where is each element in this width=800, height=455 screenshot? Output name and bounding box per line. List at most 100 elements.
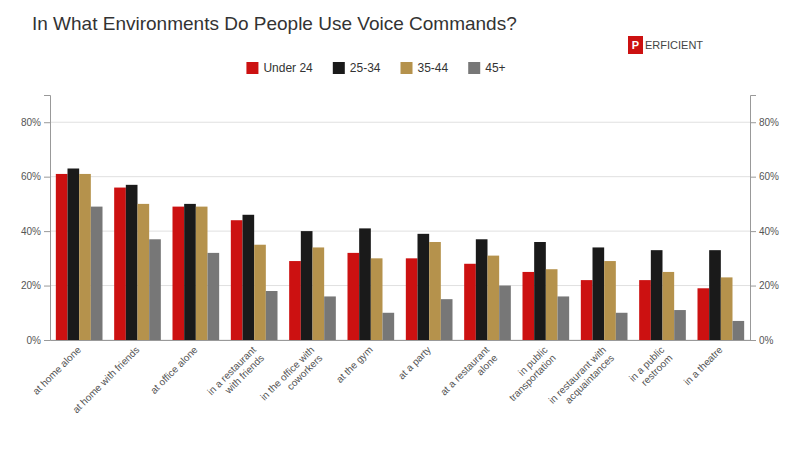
axis-line — [51, 340, 751, 341]
legend-swatch — [246, 62, 258, 74]
bar — [476, 239, 488, 340]
tick: in a theatre — [682, 344, 725, 387]
tick: at a restaurantalone — [438, 344, 500, 406]
legend-label: Under 24 — [263, 61, 313, 75]
logo-box — [628, 36, 643, 54]
y-axis: 0% 20% 40% 60% 80% — [21, 96, 51, 346]
tick-label: 60% — [759, 171, 779, 182]
chart: 0%20%40%60%80%0%20%40%60%80%at home alon… — [0, 0, 800, 455]
tick-mark — [750, 340, 756, 341]
bar — [359, 228, 371, 340]
bar — [231, 220, 243, 340]
tick-label: 60% — [21, 171, 41, 182]
tick: at home with friends — [70, 344, 141, 415]
tick: 80% — [21, 117, 50, 128]
bar — [266, 291, 278, 340]
tick: at the gym — [334, 344, 375, 385]
bar — [243, 215, 255, 340]
tick-label: 0% — [759, 335, 774, 346]
tick-mark — [750, 286, 756, 287]
tick-label: in the office withcoworkers — [258, 344, 324, 410]
legend-swatch — [468, 62, 480, 74]
tick: 40% — [750, 226, 779, 237]
tick-label: at home alone — [30, 344, 83, 397]
tick-label: 0% — [27, 335, 42, 346]
bar — [149, 239, 161, 340]
tick-mark — [44, 177, 50, 178]
bar — [196, 207, 208, 340]
bar — [208, 253, 220, 340]
tick: in the office withcoworkers — [258, 344, 324, 410]
bar — [721, 277, 733, 340]
tick-label: in a theatre — [682, 344, 725, 387]
bar — [616, 313, 628, 340]
tick-mark — [44, 340, 50, 341]
bar — [313, 247, 325, 340]
bars — [56, 169, 744, 341]
tick-mark — [750, 122, 756, 123]
bar-series — [91, 207, 744, 340]
bar — [406, 258, 418, 340]
tick-mark — [44, 286, 50, 287]
bar — [289, 261, 301, 340]
annotation: P — [632, 39, 639, 51]
tick-label: 40% — [21, 226, 41, 237]
bar — [429, 242, 441, 340]
legend: Under 2425-3435-4445+ — [246, 61, 505, 75]
bar — [383, 313, 395, 340]
legend-label: 45+ — [485, 61, 505, 75]
bar — [593, 247, 605, 340]
y2-axis: 0%20%40%60%80% — [750, 96, 779, 346]
title: In What Environments Do People Use Voice… — [32, 13, 517, 34]
grid-line — [50, 231, 750, 232]
bar — [126, 185, 138, 340]
tick: in a publicrestroom — [627, 344, 675, 392]
annotation: ERFICIENT — [645, 39, 703, 51]
tick: 60% — [750, 171, 779, 182]
tick-label: 80% — [759, 117, 779, 128]
bar — [709, 250, 721, 340]
grid-line — [50, 122, 750, 123]
tick-mark — [750, 231, 756, 232]
x-axis: at home aloneat home with friendsat offi… — [30, 341, 750, 416]
bar-series — [79, 174, 732, 340]
tick-label: in restaurant withacquaintances — [546, 344, 616, 414]
legend-item: 35-44 — [401, 61, 449, 75]
tick: at a party — [396, 344, 433, 381]
bar — [663, 272, 675, 340]
bar — [418, 234, 430, 340]
axis-line — [751, 96, 757, 341]
bar — [639, 280, 651, 340]
bar — [138, 204, 150, 340]
bar — [254, 245, 266, 340]
tick-label: 80% — [21, 117, 41, 128]
tick-label: at a party — [396, 344, 433, 381]
tick: 40% — [21, 226, 50, 237]
tick-label: in a restaurantwith friends — [205, 344, 266, 405]
tick: at home alone — [30, 344, 83, 397]
tick-label: at home with friends — [70, 344, 141, 415]
tick-label: at a restaurantalone — [438, 344, 500, 406]
bar — [698, 288, 710, 340]
bar — [91, 207, 103, 340]
bar — [523, 272, 535, 340]
bar — [546, 269, 558, 340]
bar-series — [56, 174, 709, 340]
tick-label: in a publicrestroom — [627, 344, 675, 392]
bar — [114, 188, 126, 340]
legend-item: 45+ — [468, 61, 505, 75]
tick-mark — [750, 177, 756, 178]
bar — [68, 169, 80, 341]
bar — [488, 256, 500, 340]
bar — [534, 242, 546, 340]
legend-swatch — [401, 62, 413, 74]
axis-line — [44, 96, 51, 341]
tick-label: 20% — [21, 280, 41, 291]
bar — [184, 204, 196, 340]
bar — [464, 264, 476, 340]
bar — [301, 231, 313, 340]
logo: P ERFICIENT — [628, 36, 703, 54]
tick-label: at the gym — [334, 344, 375, 385]
bar — [79, 174, 91, 340]
legend-swatch — [333, 62, 345, 74]
